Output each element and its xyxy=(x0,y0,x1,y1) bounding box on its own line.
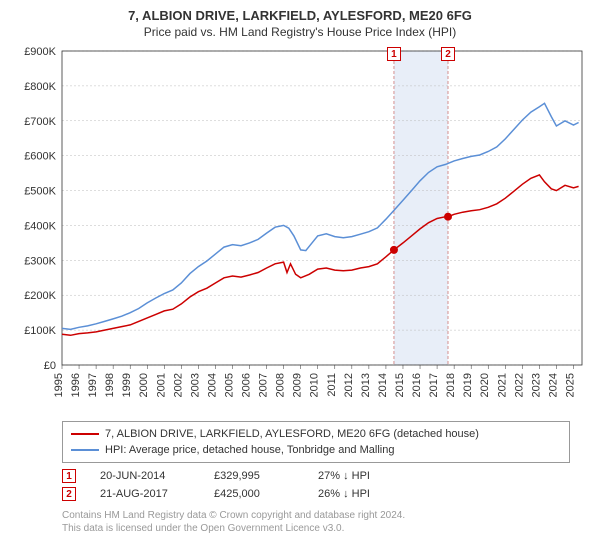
svg-text:2017: 2017 xyxy=(428,373,440,397)
sale-marker-box: 2 xyxy=(62,487,76,501)
svg-text:£300K: £300K xyxy=(24,255,56,267)
legend-swatch xyxy=(71,449,99,451)
svg-text:£700K: £700K xyxy=(24,116,56,128)
legend-swatch xyxy=(71,433,99,435)
legend-item: HPI: Average price, detached house, Tonb… xyxy=(71,442,561,458)
svg-text:2000: 2000 xyxy=(138,373,150,397)
svg-text:1999: 1999 xyxy=(121,373,133,397)
svg-text:£0: £0 xyxy=(44,360,56,372)
svg-text:2012: 2012 xyxy=(343,373,355,397)
legend-label: HPI: Average price, detached house, Tonb… xyxy=(105,444,394,456)
sale-marker-label: 2 xyxy=(441,47,455,61)
table-row: 2 21-AUG-2017 £425,000 26% ↓ HPI xyxy=(62,485,570,503)
sale-delta: 27% ↓ HPI xyxy=(318,470,370,482)
svg-text:2020: 2020 xyxy=(479,373,491,397)
svg-text:2011: 2011 xyxy=(326,373,338,397)
svg-text:£200K: £200K xyxy=(24,290,56,302)
svg-text:£900K: £900K xyxy=(24,46,56,58)
svg-text:£800K: £800K xyxy=(24,81,56,93)
svg-text:£500K: £500K xyxy=(24,186,56,198)
svg-text:2015: 2015 xyxy=(394,373,406,397)
legend: 7, ALBION DRIVE, LARKFIELD, AYLESFORD, M… xyxy=(62,421,570,463)
svg-text:2007: 2007 xyxy=(258,373,270,397)
svg-text:2006: 2006 xyxy=(241,373,253,397)
sale-delta: 26% ↓ HPI xyxy=(318,488,370,500)
svg-text:£600K: £600K xyxy=(24,151,56,163)
svg-text:2009: 2009 xyxy=(292,373,304,397)
svg-text:2016: 2016 xyxy=(411,373,423,397)
legend-item: 7, ALBION DRIVE, LARKFIELD, AYLESFORD, M… xyxy=(71,426,561,442)
svg-text:1996: 1996 xyxy=(70,373,82,397)
svg-text:2002: 2002 xyxy=(172,373,184,397)
chart-title: 7, ALBION DRIVE, LARKFIELD, AYLESFORD, M… xyxy=(10,8,590,23)
sale-marker-label: 1 xyxy=(387,47,401,61)
svg-text:2014: 2014 xyxy=(377,373,389,397)
sale-price: £329,995 xyxy=(214,470,294,482)
svg-text:1997: 1997 xyxy=(87,373,99,397)
sale-date: 20-JUN-2014 xyxy=(100,470,190,482)
sale-price: £425,000 xyxy=(214,488,294,500)
svg-text:2013: 2013 xyxy=(360,373,372,397)
svg-text:2010: 2010 xyxy=(309,373,321,397)
footnote-line: This data is licensed under the Open Gov… xyxy=(62,522,570,535)
svg-text:2025: 2025 xyxy=(564,373,576,397)
sales-table: 1 20-JUN-2014 £329,995 27% ↓ HPI 2 21-AU… xyxy=(62,467,570,503)
svg-text:2004: 2004 xyxy=(206,373,218,397)
sale-marker-box: 1 xyxy=(62,469,76,483)
svg-text:£400K: £400K xyxy=(24,220,56,232)
svg-text:2023: 2023 xyxy=(530,373,542,397)
chart-subtitle: Price paid vs. HM Land Registry's House … xyxy=(10,25,590,39)
svg-text:2024: 2024 xyxy=(547,373,559,397)
svg-text:1998: 1998 xyxy=(104,373,116,397)
svg-text:2001: 2001 xyxy=(155,373,167,397)
footnote: Contains HM Land Registry data © Crown c… xyxy=(62,509,570,535)
svg-text:2019: 2019 xyxy=(462,373,474,397)
svg-text:2008: 2008 xyxy=(275,373,287,397)
sale-date: 21-AUG-2017 xyxy=(100,488,190,500)
chart-plot: £0 £100K £200K £300K £400K £500K £600K £700K £80… xyxy=(10,45,590,415)
legend-label: 7, ALBION DRIVE, LARKFIELD, AYLESFORD, M… xyxy=(105,428,479,440)
footnote-line: Contains HM Land Registry data © Crown c… xyxy=(62,509,570,522)
svg-text:2022: 2022 xyxy=(513,373,525,397)
svg-text:1995: 1995 xyxy=(53,373,65,397)
svg-text:2018: 2018 xyxy=(445,373,457,397)
chart-container: 7, ALBION DRIVE, LARKFIELD, AYLESFORD, M… xyxy=(0,0,600,560)
svg-text:2005: 2005 xyxy=(223,373,235,397)
svg-text:2003: 2003 xyxy=(189,373,201,397)
table-row: 1 20-JUN-2014 £329,995 27% ↓ HPI xyxy=(62,467,570,485)
svg-text:£100K: £100K xyxy=(24,325,56,337)
svg-text:2021: 2021 xyxy=(496,373,508,397)
